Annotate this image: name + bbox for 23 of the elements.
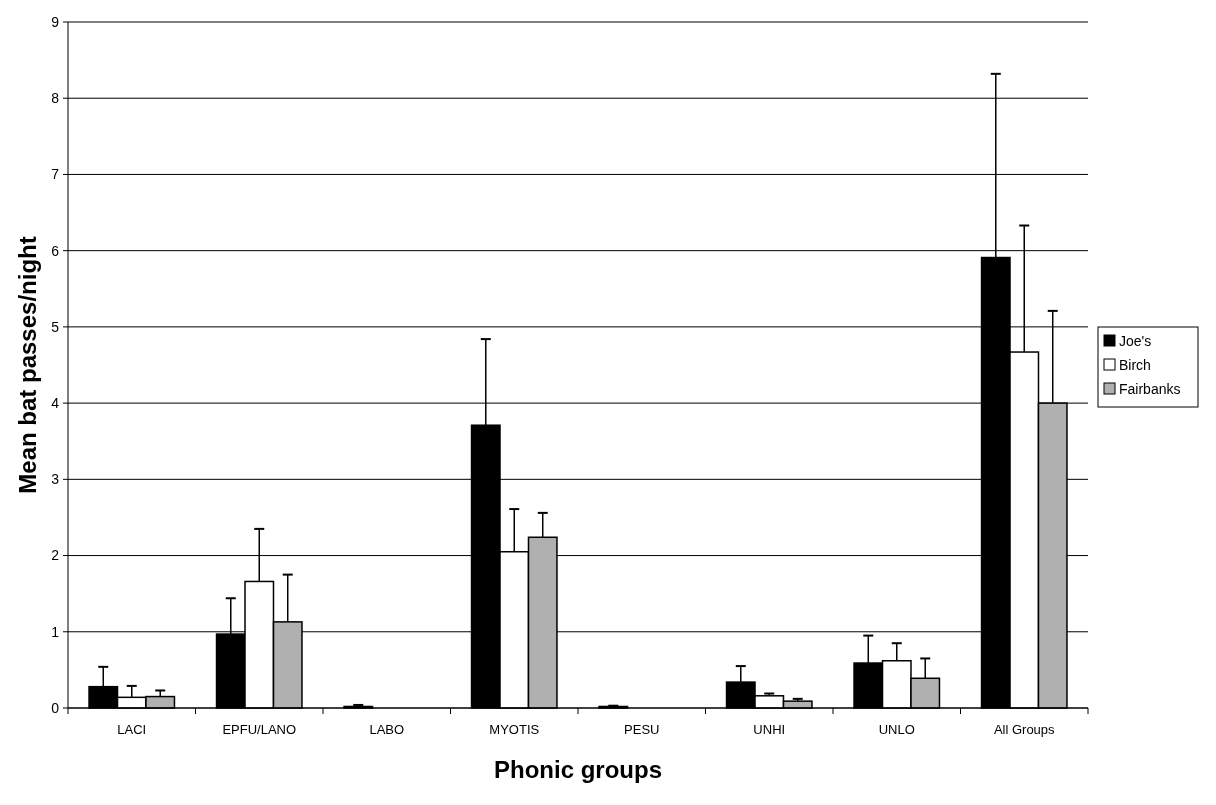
x-tick-label: LACI — [117, 722, 147, 737]
y-tick-label: 8 — [51, 90, 60, 107]
y-tick-label: 5 — [51, 318, 60, 335]
x-tick-label: PESU — [624, 722, 660, 737]
x-tick-label: LABO — [369, 722, 405, 737]
y-tick-label: 3 — [51, 471, 60, 488]
legend-label: Joe's — [1119, 332, 1152, 349]
y-tick-label: 7 — [51, 166, 60, 183]
x-tick-label: UNLO — [878, 722, 915, 737]
x-tick-label: EPFU/LANO — [222, 722, 297, 737]
y-tick-label: 4 — [51, 395, 60, 412]
y-tick-label: 1 — [51, 623, 60, 640]
x-axis-title: Phonic groups — [494, 756, 662, 783]
legend-label: Fairbanks — [1119, 380, 1181, 397]
legend-label: Birch — [1119, 356, 1151, 373]
y-tick-label: 6 — [51, 242, 60, 259]
y-axis-title: Mean bat passes/night — [14, 236, 41, 494]
x-tick-label: UNHI — [753, 722, 786, 737]
x-tick-label: MYOTIS — [489, 722, 540, 737]
y-tick-label: 2 — [51, 547, 60, 564]
x-tick-label: All Groups — [993, 722, 1056, 737]
y-tick-label: 0 — [51, 699, 60, 716]
y-tick-label: 9 — [51, 13, 60, 30]
